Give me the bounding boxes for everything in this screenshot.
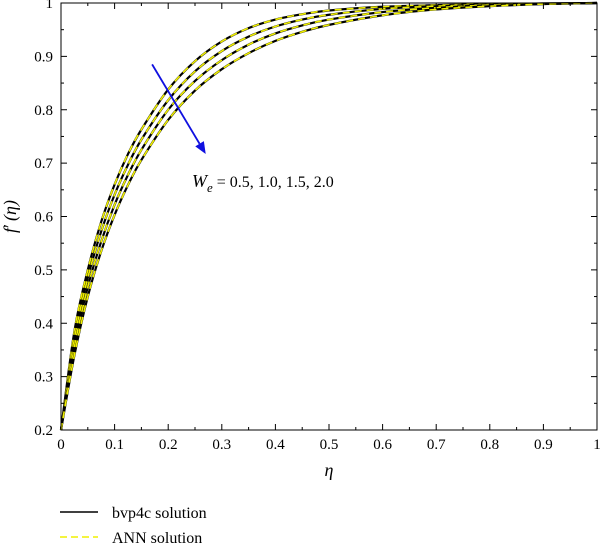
x-tick-label: 0.3 (212, 437, 231, 453)
curves-layer (59, 1, 598, 431)
y-axis-label-prime: ′ (0, 224, 20, 228)
x-tick-label: 0.1 (105, 437, 124, 453)
x-tick-label: 1 (593, 437, 600, 453)
legend-label-bvp4c: bvp4c solution (112, 505, 207, 522)
y-tick-label: 0.3 (34, 370, 53, 386)
plot-frame (60, 2, 598, 431)
bvp4c-line-we-1 (59, 1, 598, 431)
ann-line-we-1 (60, 2, 598, 431)
y-tick-label: 0.4 (34, 316, 53, 332)
y-axis-label: f′ (η) (0, 200, 21, 233)
bvp4c-line-we-2 (59, 1, 598, 431)
x-axis-label: η (325, 460, 334, 480)
we-values: = 0.5, 1.0, 1.5, 2.0 (213, 174, 334, 191)
y-axis-label-arg: (η) (0, 200, 21, 221)
ann-line-we-0-5 (60, 2, 598, 431)
x-tick-label: 0 (57, 437, 65, 453)
ann-line-we-1-5 (60, 2, 598, 431)
y-tick-label: 1 (46, 0, 54, 12)
we-arrow-shaft (151, 63, 201, 145)
x-tick-label: 0.2 (159, 437, 178, 453)
we-subscript: e (207, 180, 213, 195)
y-tick-label: 0.7 (34, 156, 53, 172)
y-tick-label: 0.9 (34, 49, 53, 65)
bvp4c-line-we-1-5 (59, 1, 598, 431)
ticks-layer: 0 0.1 0.2 0.3 0.4 0.5 0.6 0.7 0.8 0.9 1 0.2 0.3 0.4 0.… (34, 0, 600, 453)
x-tick-label: 0.5 (320, 437, 339, 453)
x-tick-label: 0.9 (534, 437, 553, 453)
legend-label-ann: ANN solution (112, 530, 202, 545)
x-tick-label: 0.6 (373, 437, 392, 453)
y-tick-label: 0.2 (34, 423, 53, 439)
x-tick-label: 0.8 (480, 437, 499, 453)
y-tick-label: 0.5 (34, 263, 53, 279)
y-axis-label-f: f (0, 225, 20, 233)
y-tick-label: 0.6 (34, 210, 53, 226)
we-annotation: We = 0.5, 1.0, 1.5, 2.0 (192, 171, 334, 195)
bvp4c-line-we-0-5 (59, 1, 598, 431)
y-tick-label: 0.8 (34, 103, 53, 119)
x-tick-label: 0.7 (427, 437, 446, 453)
legend: bvp4c solution ANN solution (60, 505, 207, 545)
ann-line-we-2 (60, 2, 598, 431)
we-symbol: W (192, 171, 209, 191)
annotation-arrow-layer (151, 63, 206, 155)
x-tick-label: 0.4 (266, 437, 285, 453)
we-arrow-head (195, 141, 206, 155)
